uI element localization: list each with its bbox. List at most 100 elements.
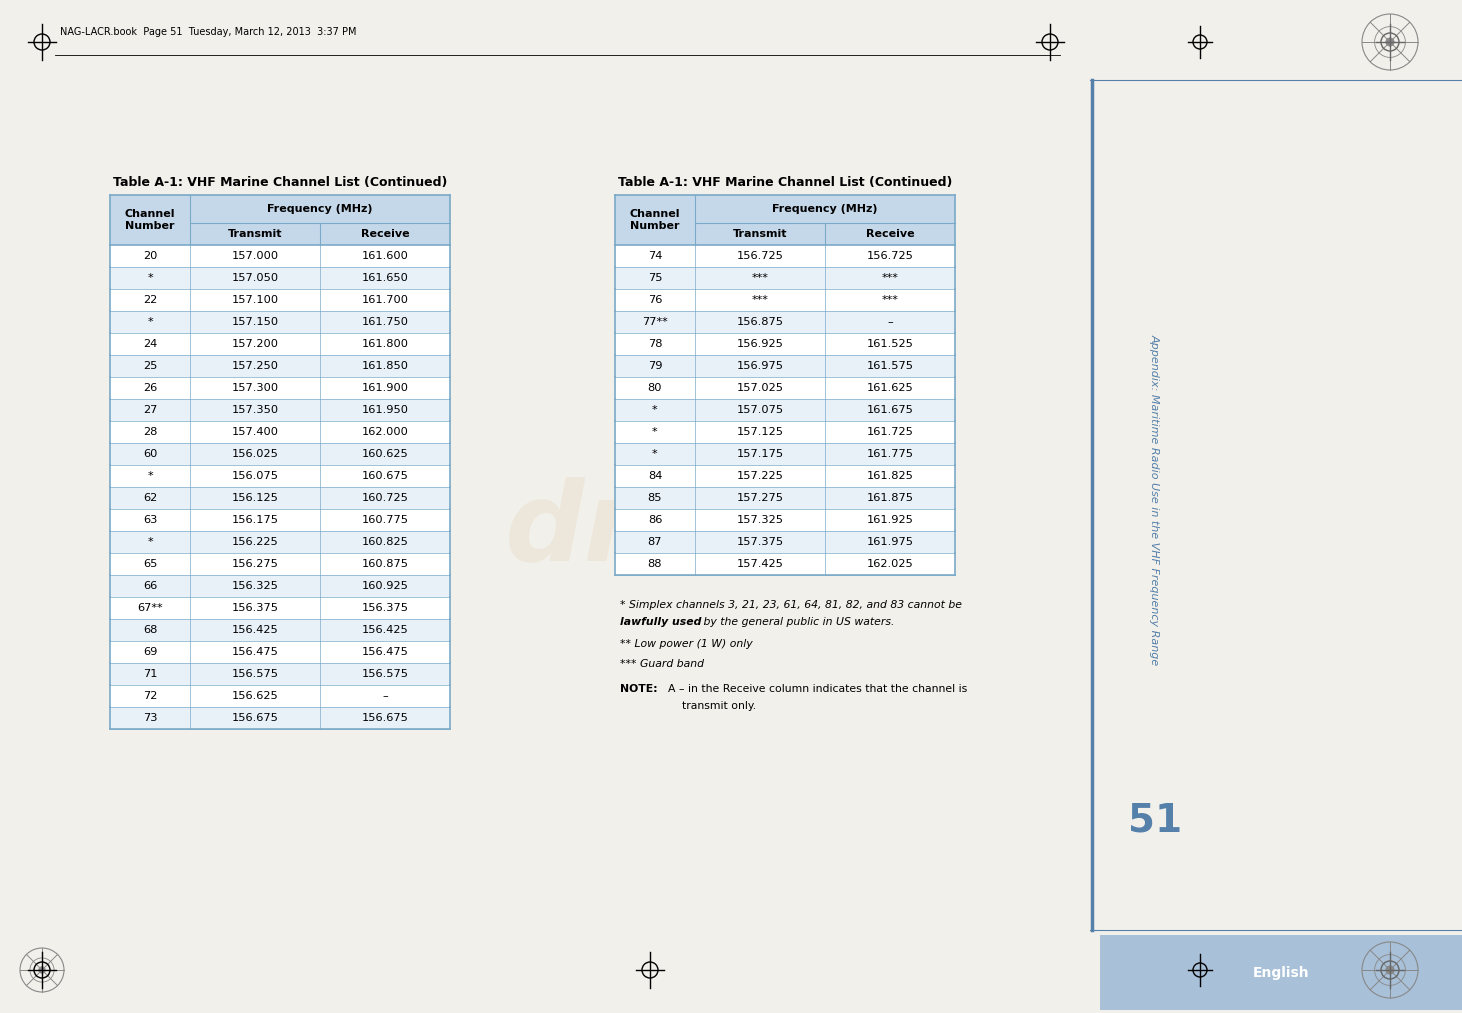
Text: A – in the Receive column indicates that the channel is: A – in the Receive column indicates that… [668,684,968,694]
Text: English: English [1253,965,1310,980]
Text: 63: 63 [143,515,158,525]
Text: 156.975: 156.975 [737,361,784,371]
Text: 157.325: 157.325 [737,515,784,525]
Text: 161.800: 161.800 [361,339,408,349]
Bar [110,289,450,311]
Text: 67**: 67** [137,603,162,613]
Text: 87: 87 [648,537,662,547]
Text: 84: 84 [648,471,662,481]
Text: 51: 51 [1129,801,1183,839]
Text: *** Guard band: *** Guard band [620,659,705,669]
Bar [110,194,190,245]
Text: 157.300: 157.300 [231,383,279,393]
Bar [616,531,955,553]
Text: NAG-LACR.book  Page 51  Tuesday, March 12, 2013  3:37 PM: NAG-LACR.book Page 51 Tuesday, March 12,… [60,27,357,37]
Text: ***: *** [882,272,899,283]
Text: 157.150: 157.150 [231,317,279,327]
Bar [616,311,955,333]
Text: 161.575: 161.575 [867,361,914,371]
Text: Receive: Receive [866,229,914,239]
Text: 156.375: 156.375 [231,603,278,613]
Text: 156.625: 156.625 [231,691,278,701]
Text: 156.575: 156.575 [231,669,278,679]
Text: 156.675: 156.675 [361,713,408,723]
Bar [110,267,450,289]
Bar [110,509,450,531]
Text: 161.525: 161.525 [867,339,914,349]
Text: 156.875: 156.875 [737,317,784,327]
Text: 156.575: 156.575 [361,669,408,679]
Text: 161.850: 161.850 [361,361,408,371]
Text: 157.425: 157.425 [737,559,784,569]
Text: 156.475: 156.475 [361,647,408,657]
Text: *: * [148,537,154,547]
Text: 160.675: 160.675 [361,471,408,481]
Bar [694,194,955,223]
Bar [616,289,955,311]
Text: 161.675: 161.675 [867,405,914,415]
Text: 28: 28 [143,427,158,437]
Bar [110,443,450,465]
Text: 78: 78 [648,339,662,349]
Text: 156.125: 156.125 [231,493,278,503]
Text: * Simplex channels 3, 21, 23, 61, 64, 81, 82, and 83 cannot be: * Simplex channels 3, 21, 23, 61, 64, 81… [620,600,962,610]
Text: 73: 73 [143,713,158,723]
Bar [616,465,955,487]
Text: Table A-1: VHF Marine Channel List (Continued): Table A-1: VHF Marine Channel List (Cont… [618,176,952,189]
Text: 162.025: 162.025 [867,559,914,569]
Text: 161.875: 161.875 [867,493,914,503]
Text: 157.075: 157.075 [737,405,784,415]
Text: 88: 88 [648,559,662,569]
Bar [110,487,450,509]
Text: 156.925: 156.925 [737,339,784,349]
Text: 156.075: 156.075 [231,471,278,481]
Text: 157.225: 157.225 [737,471,784,481]
Bar [110,377,450,399]
Text: 162.000: 162.000 [361,427,408,437]
Bar [825,223,955,245]
Bar [616,399,955,421]
Text: 157.000: 157.000 [231,251,279,261]
Bar [616,443,955,465]
Bar [110,707,450,729]
Text: 75: 75 [648,272,662,283]
Bar [616,377,955,399]
Text: 156.475: 156.475 [231,647,278,657]
Text: 76: 76 [648,295,662,305]
Text: 161.650: 161.650 [361,272,408,283]
Bar [616,355,955,377]
Text: 157.250: 157.250 [231,361,278,371]
Text: ** Low power (1 W) only: ** Low power (1 W) only [620,639,753,649]
Text: *: * [148,272,154,283]
Text: 69: 69 [143,647,158,657]
Text: 160.875: 160.875 [361,559,408,569]
Text: 157.050: 157.050 [231,272,279,283]
Text: Channel
Number: Channel Number [124,209,175,231]
Text: 72: 72 [143,691,158,701]
Bar [616,487,955,509]
Text: 156.425: 156.425 [361,625,408,635]
Bar [616,267,955,289]
Text: 60: 60 [143,449,158,459]
Text: *: * [652,449,658,459]
Text: by the general public in US waters.: by the general public in US waters. [700,617,895,627]
Text: 160.925: 160.925 [361,581,408,591]
Bar [616,509,955,531]
Text: Receive: Receive [361,229,409,239]
Text: 157.375: 157.375 [737,537,784,547]
Text: 157.175: 157.175 [737,449,784,459]
Text: 161.600: 161.600 [361,251,408,261]
Bar [110,663,450,685]
Bar [616,245,955,267]
Text: 157.100: 157.100 [231,295,279,305]
Bar [616,421,955,443]
Bar [616,553,955,575]
Text: 161.950: 161.950 [361,405,408,415]
Text: 160.775: 160.775 [361,515,408,525]
Bar [110,421,450,443]
Bar [110,597,450,619]
Text: ***: *** [751,295,769,305]
Circle shape [1386,965,1395,975]
Text: 156.725: 156.725 [737,251,784,261]
Bar [110,685,450,707]
